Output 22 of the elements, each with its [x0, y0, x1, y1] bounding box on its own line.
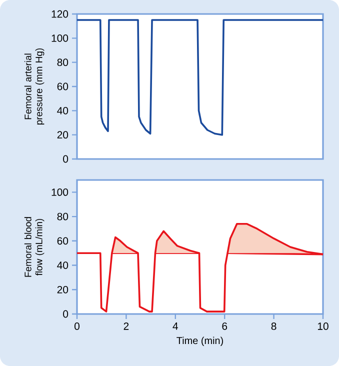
- y-tick-label: 0: [63, 310, 68, 318]
- y-tick-label: 120: [52, 10, 68, 18]
- y-tick-label: 60: [57, 237, 68, 245]
- x-tick-label: 0: [74, 322, 80, 330]
- y-axis-title: Femoral blood flow (mL/min): [24, 217, 44, 277]
- y-tick-label: 100: [52, 188, 68, 196]
- x-tick-label: 2: [124, 322, 129, 330]
- x-tick-label: 4: [172, 322, 178, 330]
- y-tick-label: 40: [57, 262, 68, 269]
- x-tick-label: 10: [318, 322, 328, 330]
- y-tick-label: 60: [57, 82, 68, 90]
- x-tick-label: 6: [222, 322, 228, 330]
- y-tick-label: 40: [57, 106, 68, 114]
- y-tick-label: 0: [63, 155, 68, 163]
- y-tick-label: 80: [57, 212, 68, 220]
- y-tick-label: 80: [57, 58, 68, 66]
- x-axis-title: Time (min): [176, 336, 223, 346]
- y-axis-title: Femoral arterial pressure (mm Hg): [24, 48, 44, 125]
- y-tick-label: 100: [52, 34, 68, 42]
- y-tick-label: 20: [57, 286, 68, 294]
- y-tick-label: 20: [57, 131, 68, 139]
- x-tick-label: 8: [271, 322, 276, 330]
